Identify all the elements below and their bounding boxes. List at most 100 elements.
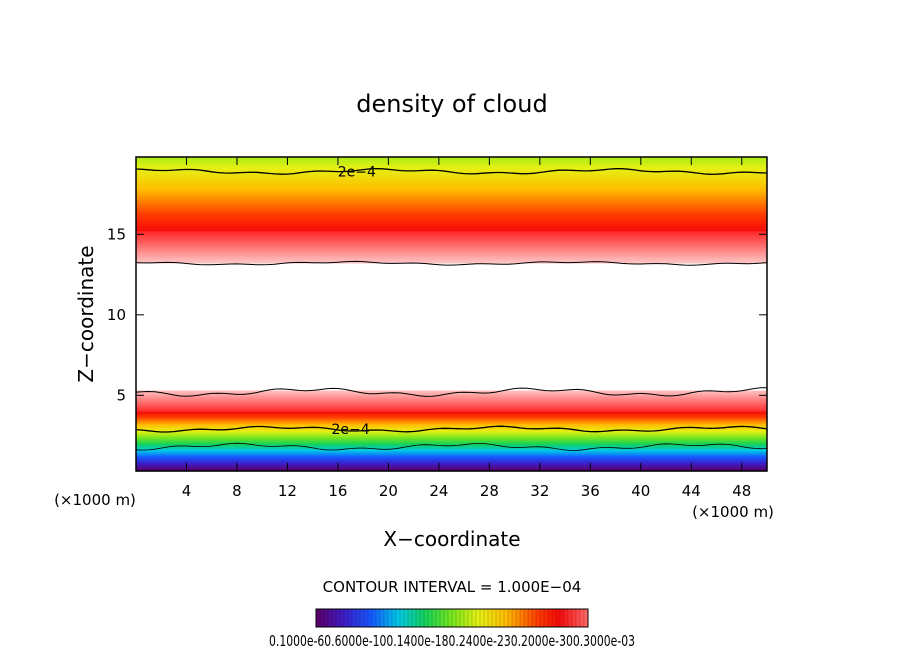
field-band [136,395,767,398]
field-band [136,183,767,186]
field-band [136,404,767,406]
x-axis-ticks: 4 8 12 16 20 24 28 32 36 40 44 48 [182,157,751,500]
colorbar-swatch [392,609,397,627]
colorbar-swatch [580,609,585,627]
field-band [136,450,767,452]
field-band [136,230,767,233]
field-band [136,261,767,263]
field-band [136,165,767,168]
field-band [136,182,767,185]
colorbar-swatch [380,609,385,627]
field-band [136,169,767,172]
colorbar-swatch [452,609,457,627]
field-band [136,178,767,181]
field-band [136,228,767,231]
field-band [136,394,767,397]
field-band [136,419,767,422]
field-band [136,181,767,184]
field-band [136,163,767,166]
colorbar-swatch [404,609,409,627]
colorbar-swatch [556,609,561,627]
field-band [136,458,767,460]
field-band [136,433,767,436]
field-band [136,443,767,446]
field-band [136,203,767,205]
field-band [136,204,767,206]
field-band [136,159,767,162]
colorbar-swatch [424,609,429,627]
field-band [136,428,767,431]
colorbar-swatch [444,609,449,627]
field-band [136,190,767,192]
field-band [136,240,767,242]
field-band [136,456,767,458]
field-band [136,436,767,439]
field-band [136,457,767,459]
field-band [136,196,767,198]
contour-interval-text: CONTOUR INTERVAL = 1.000E−04 [323,578,582,596]
field-band [136,213,767,216]
field-band [136,469,767,471]
field-band [136,447,767,450]
field-band [136,224,767,227]
field-band [136,209,767,211]
field-band [136,408,767,410]
field-band [136,166,767,169]
colorbar-swatch [340,609,345,627]
field-band [136,423,767,426]
colorbar-swatch [492,609,497,627]
field-band [136,250,767,252]
field-band [136,426,767,429]
colorbar-swatch [332,609,337,627]
field-band [136,164,767,167]
field-band [136,253,767,255]
colorbar-swatch [496,609,501,627]
field-band [136,216,767,219]
field-band [136,245,767,247]
colorbar-swatch [352,609,357,627]
field-band [136,157,767,159]
field-band [136,439,767,442]
field-band [136,464,767,466]
field-band [136,453,767,455]
colorbar-swatch [480,609,485,627]
field-band [136,391,767,394]
density-field [136,157,767,472]
field-band [136,417,767,419]
field-band [136,406,767,408]
field-band [136,210,767,213]
colorbar-swatch [524,609,529,627]
colorbar-swatch [368,609,373,627]
field-band [136,186,767,189]
field-band [136,199,767,201]
colorbar-swatch [336,609,341,627]
field-band [136,430,767,433]
field-band [136,422,767,425]
colorbar-swatch [348,609,353,627]
field-band [136,248,767,250]
field-band [136,225,767,228]
field-band [136,220,767,223]
colorbar-swatch [464,609,469,627]
field-band [136,208,767,210]
colorbar-frame [315,608,589,628]
field-band [136,187,767,189]
field-band [136,173,767,176]
field-band [136,235,767,238]
field-band [136,200,767,202]
colorbar-swatch [472,609,477,627]
x-tick-label: 28 [480,482,499,500]
field-band [136,185,767,188]
field-band [136,463,767,465]
field-band [136,195,767,197]
field-band [136,462,767,464]
colorbar-swatch [456,609,461,627]
colorbar-swatch [552,609,557,627]
field-band [136,260,767,262]
field-band [136,460,767,462]
colorbar-swatch [364,609,369,627]
field-band [136,192,767,194]
field-band [136,244,767,246]
field-band [136,258,767,260]
